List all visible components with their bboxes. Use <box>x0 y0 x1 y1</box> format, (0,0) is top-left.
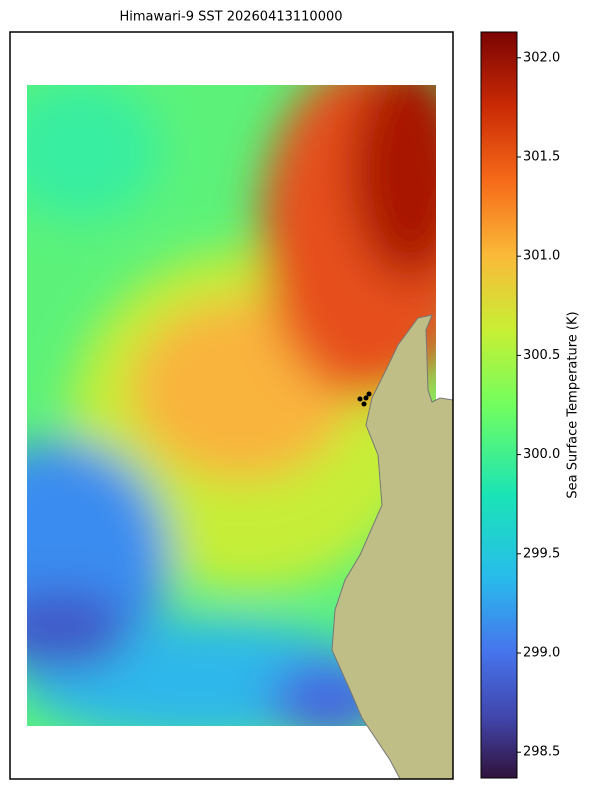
colorbar <box>480 31 518 779</box>
tick-label: 300.0 <box>523 447 560 462</box>
tick-label: 300.5 <box>523 348 560 363</box>
sst-field <box>27 85 436 726</box>
tick-label: 301.5 <box>523 149 560 164</box>
tick-label: 298.5 <box>523 745 560 760</box>
tick-label: 302.0 <box>523 50 560 65</box>
tick-label: 301.0 <box>523 249 560 264</box>
colorbar-ticks: 298.5 299.0 299.5 300.0 300.5 301.0 301.5 302.0 <box>517 50 560 760</box>
map-border <box>9 31 454 780</box>
colorbar-label: Sea Surface Temperature (K) <box>566 311 581 498</box>
land <box>331 314 454 780</box>
title: Himawari-9 SST 20260413110000 <box>119 10 342 25</box>
tick-label: 299.5 <box>523 546 560 561</box>
stations <box>357 391 372 407</box>
tick-label: 299.0 <box>523 646 560 661</box>
